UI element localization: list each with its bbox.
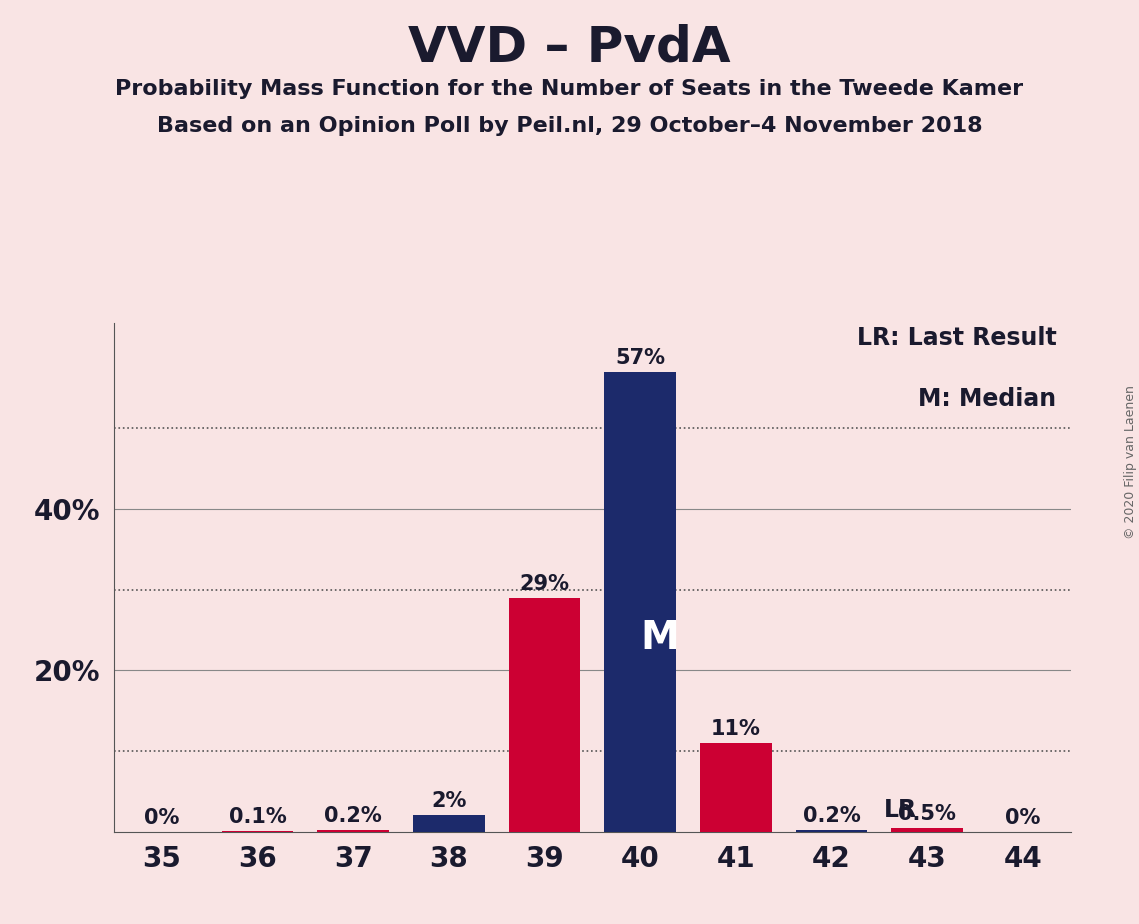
Text: 0%: 0% <box>1005 808 1041 828</box>
Text: 29%: 29% <box>519 574 570 593</box>
Text: 0%: 0% <box>144 808 180 828</box>
Text: 0.1%: 0.1% <box>229 807 286 827</box>
Bar <box>605 371 677 832</box>
Bar <box>508 598 580 832</box>
Text: LR: LR <box>884 798 917 822</box>
Text: M: Median: M: Median <box>918 387 1056 411</box>
Bar <box>412 816 484 832</box>
Text: 0.5%: 0.5% <box>899 804 956 823</box>
Text: Based on an Opinion Poll by Peil.nl, 29 October–4 November 2018: Based on an Opinion Poll by Peil.nl, 29 … <box>157 116 982 136</box>
Text: VVD – PvdA: VVD – PvdA <box>408 23 731 71</box>
Text: 2%: 2% <box>431 792 467 811</box>
Bar <box>891 828 962 832</box>
Text: 11%: 11% <box>711 719 761 739</box>
Text: 57%: 57% <box>615 347 665 368</box>
Text: 0.2%: 0.2% <box>325 806 382 826</box>
Text: 0.2%: 0.2% <box>803 806 860 826</box>
Text: LR: Last Result: LR: Last Result <box>857 326 1056 350</box>
Text: M: M <box>640 619 679 658</box>
Bar <box>699 743 772 832</box>
Bar <box>317 830 388 832</box>
Text: © 2020 Filip van Laenen: © 2020 Filip van Laenen <box>1124 385 1137 539</box>
Text: Probability Mass Function for the Number of Seats in the Tweede Kamer: Probability Mass Function for the Number… <box>115 79 1024 99</box>
Bar <box>795 830 868 832</box>
